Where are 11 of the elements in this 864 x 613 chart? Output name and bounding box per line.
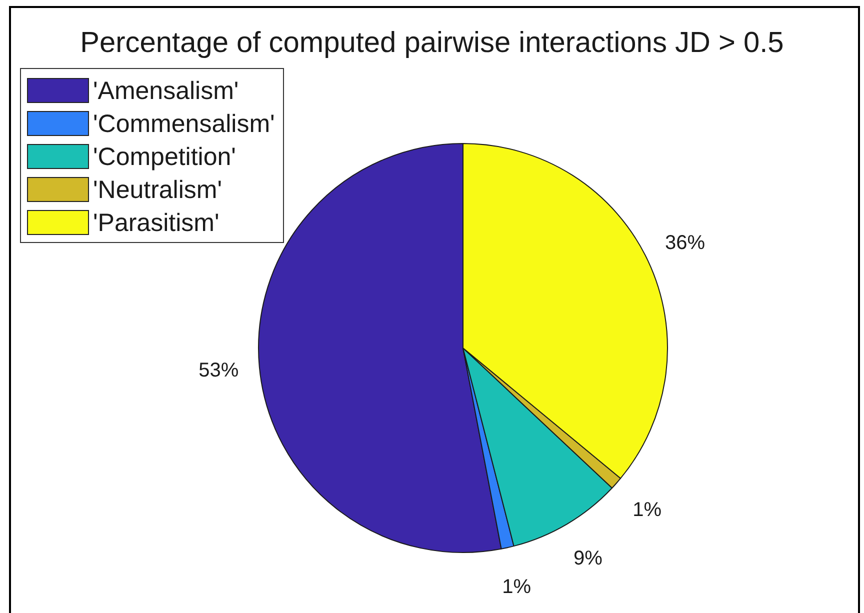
data-label: 53%: [198, 360, 239, 382]
legend-label: 'Neutralism': [93, 176, 222, 204]
chart-title: Percentage of computed pairwise interactions JD > 0.5: [79, 26, 785, 60]
data-label: 9%: [573, 548, 603, 570]
data-label: 1%: [502, 576, 532, 598]
data-label: 1%: [632, 498, 662, 521]
data-label: 36%: [665, 232, 706, 254]
legend-label: 'Amensalism': [93, 76, 239, 104]
legend-label: 'Competition': [93, 142, 236, 170]
legend-label: 'Commensalism': [93, 110, 275, 138]
legend-label: 'Parasitism': [93, 208, 220, 236]
